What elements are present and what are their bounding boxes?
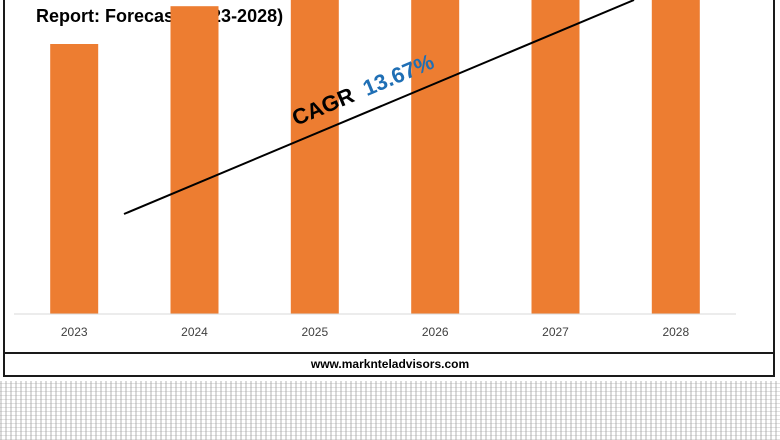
- x-tick-label-2023: 2023: [61, 325, 88, 339]
- bar-2027: [531, 0, 580, 314]
- bar-2023: [50, 44, 99, 314]
- footer-source-url: www.marknteladvisors.com: [310, 357, 470, 371]
- cagr-trend-line: [123, 0, 635, 215]
- chart-title: Report: Forecast (2023-2028): [36, 6, 284, 26]
- bar-2026: [411, 0, 460, 314]
- x-tick-label-2025: 2025: [301, 325, 328, 339]
- x-tick-label-2027: 2027: [542, 325, 569, 339]
- bars-layer: [50, 0, 700, 314]
- footer-divider: [5, 352, 773, 354]
- scan-noise-strip: [0, 381, 780, 440]
- bar-2025: [290, 0, 339, 314]
- tick-labels-layer: 2023 2024 2025 2026 2027 2028: [61, 325, 690, 339]
- bar-2024: [170, 6, 219, 314]
- x-tick-label-2024: 2024: [181, 325, 208, 339]
- bar-chart: 2023 2024 2025 2026 2027 2028 CAGR 13.67%: [14, 0, 736, 339]
- bar-2028: [651, 0, 700, 314]
- x-tick-label-2026: 2026: [422, 325, 449, 339]
- x-tick-label-2028: 2028: [662, 325, 689, 339]
